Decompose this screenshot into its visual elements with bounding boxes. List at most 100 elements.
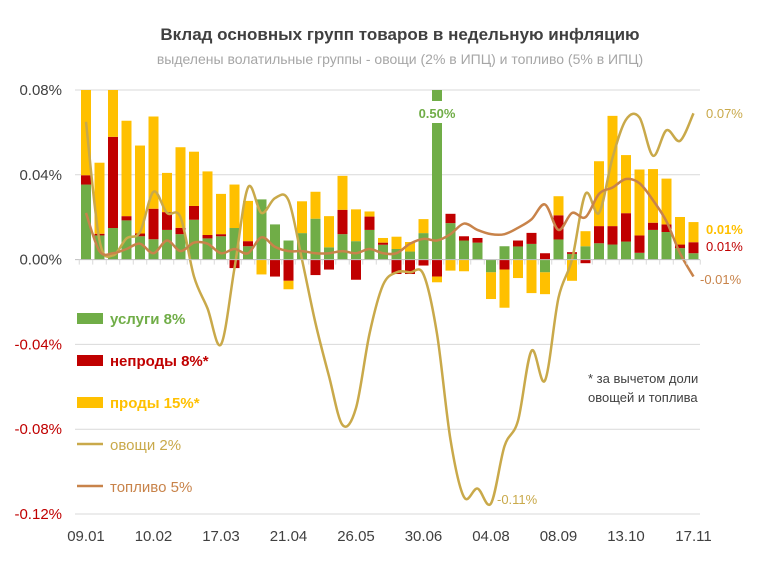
footnote-line-2: овощей и топлива	[588, 390, 698, 405]
bar-segment-prody	[243, 200, 253, 242]
bar-segment-prody	[391, 236, 402, 249]
bar-segment-prody	[256, 259, 267, 275]
bar-segment-uslugi	[553, 239, 564, 260]
bar-segment-uslugi	[513, 246, 523, 260]
spike-label: 0.50%	[419, 106, 456, 121]
x-tick-label: 09.01	[67, 528, 105, 545]
bar-segment-prody	[148, 116, 159, 209]
bar-segment-prody	[418, 219, 429, 234]
bar-segment-neprody	[391, 259, 402, 275]
bar-segment-prody	[621, 155, 631, 214]
bar-segment-neprody	[580, 259, 591, 264]
legend-swatch	[77, 313, 103, 324]
bar-segment-uslugi	[364, 229, 375, 260]
bar-segment-uslugi	[607, 244, 618, 260]
bar-segment-uslugi	[634, 252, 645, 260]
bar-segment-prody	[108, 90, 118, 137]
bar-segment-neprody	[324, 259, 334, 270]
bar-segment-neprody	[108, 136, 118, 229]
bar-segment-uslugi	[351, 241, 361, 260]
bar-segment-prody	[337, 175, 348, 210]
x-tick-label: 04.08	[472, 528, 510, 545]
chart-subtitle: выделены волатильные группы - овощи (2% …	[157, 51, 643, 67]
bar-segment-prody	[121, 120, 132, 217]
bar-segment-prody	[486, 272, 496, 300]
bar-segment-prody	[283, 280, 294, 290]
x-tick-label: 26.05	[337, 528, 375, 545]
x-tick-label: 17.11	[675, 528, 711, 545]
fuel-last-label: -0.01%	[700, 272, 742, 287]
annotations: 0.50% -0.11% 0.07% 0.01% 0.01% -0.01% * …	[414, 101, 743, 507]
legend-label: топливо 5%	[110, 479, 192, 496]
bar-segment-neprody	[688, 242, 699, 254]
bar-segment-prody	[661, 178, 672, 225]
bar-segment-uslugi	[162, 229, 172, 260]
neprody-last-label: 0.01%	[706, 239, 743, 254]
bar-segment-uslugi	[229, 228, 240, 260]
bar-segment-prody	[405, 242, 415, 252]
bar-segment-neprody	[162, 212, 172, 230]
bar-segment-uslugi	[594, 243, 604, 260]
bar-segment-uslugi	[499, 246, 510, 260]
bar-segment-uslugi	[661, 232, 672, 260]
y-tick-label: -0.08%	[14, 421, 62, 438]
bar-segment-uslugi	[540, 259, 550, 273]
bar-segment-neprody	[175, 227, 186, 235]
bar-segment-neprody	[513, 240, 523, 247]
legend: услуги 8% непроды 8%* проды 15%* овощи 2% то…	[77, 311, 209, 496]
bar-segment-neprody	[364, 216, 375, 230]
bar-segment-neprody	[540, 253, 550, 260]
legend-swatch	[77, 355, 103, 366]
bar-segment-neprody	[459, 236, 469, 241]
bar-segment-neprody	[283, 259, 294, 281]
bar-segment-neprody	[405, 259, 415, 275]
bar-segment-prody	[526, 259, 537, 294]
bar-segment-uslugi	[108, 228, 118, 260]
bar-segment-prody	[135, 145, 145, 234]
x-tick-label: 13.10	[607, 528, 645, 545]
bar-segment-prody	[310, 191, 321, 219]
bar-segment-uslugi	[432, 90, 442, 260]
bar-segment-uslugi	[148, 239, 159, 260]
bar-segment-prody	[94, 162, 105, 234]
bar-segment-prody	[297, 201, 307, 234]
bar-segment-prody	[459, 259, 469, 272]
bar-segment-prody	[432, 276, 442, 283]
bar-segment-prody	[553, 196, 564, 216]
bar-segment-uslugi	[202, 238, 213, 260]
bar-segment-neprody	[499, 259, 510, 270]
legend-label: услуги 8%	[110, 311, 185, 328]
legend-swatch	[77, 397, 103, 408]
prody-last-label: 0.01%	[706, 222, 743, 237]
bar-segment-uslugi	[135, 236, 145, 260]
bar-segment-neprody	[432, 259, 442, 277]
bar-segment-neprody	[526, 232, 537, 244]
bar-segment-prody	[378, 237, 388, 243]
bar-segment-neprody	[148, 208, 159, 240]
bar-segment-prody	[175, 147, 186, 228]
bar-segment-neprody	[621, 213, 631, 242]
bar-segment-neprody	[378, 242, 388, 245]
spike-label-background	[414, 101, 460, 123]
y-tick-label: 0.00%	[19, 252, 62, 269]
bars	[81, 90, 699, 308]
bar-segment-neprody	[270, 259, 280, 277]
bar-segment-prody	[648, 169, 658, 223]
bar-segment-neprody	[121, 216, 132, 221]
bar-segment-uslugi	[472, 242, 483, 260]
veg-min-label: -0.11%	[497, 492, 538, 507]
bar-segment-prody	[445, 259, 456, 271]
bar-segment-prody	[189, 151, 199, 206]
bar-segment-uslugi	[648, 229, 658, 260]
bar-segment-prody	[567, 259, 577, 281]
bar-segment-prody	[216, 193, 226, 235]
bar-segment-neprody	[310, 259, 321, 276]
bar-segment-uslugi	[405, 251, 415, 260]
bar-segment-uslugi	[81, 184, 91, 260]
bar-segment-neprody	[202, 235, 213, 239]
legend-label: непроды 8%*	[110, 353, 209, 370]
bar-segment-uslugi	[297, 233, 307, 260]
bar-segment-neprody	[189, 205, 199, 220]
bar-segment-prody	[580, 231, 591, 247]
x-tick-label: 10.02	[135, 528, 173, 545]
